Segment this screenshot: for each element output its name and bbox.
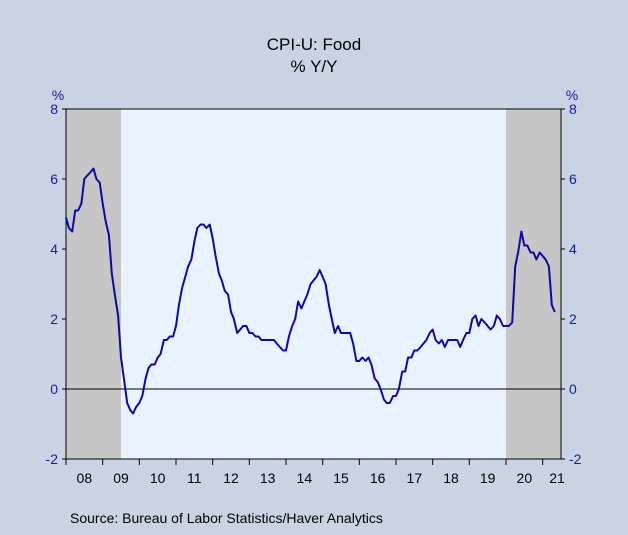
left-y-tick-label: 2 xyxy=(50,311,58,327)
left-y-tick-label: 4 xyxy=(50,241,58,257)
right-y-tick-label: 0 xyxy=(569,381,577,397)
right-y-tick-label: 6 xyxy=(569,171,577,187)
left-axis-unit: % xyxy=(52,87,64,103)
x-tick-label: 10 xyxy=(150,470,166,486)
x-tick-label: 11 xyxy=(187,470,202,486)
x-tick-label: 21 xyxy=(549,470,565,486)
right-y-tick-label: 2 xyxy=(569,311,577,327)
right-y-tick-label: 4 xyxy=(569,241,577,257)
plot-area: -2 -2 0 0 2 2 4 4 6 6 8 8 08 09 10 11 12 13 14 15 16 17 18 19 20… xyxy=(46,101,582,486)
x-tick-label: 16 xyxy=(370,470,386,486)
chart-title: CPI-U: Food xyxy=(267,35,361,54)
chart-subtitle: % Y/Y xyxy=(291,57,338,76)
plot-background xyxy=(66,109,561,459)
left-y-tick-label: 8 xyxy=(50,101,58,117)
source-note: Source: Bureau of Labor Statistics/Haver… xyxy=(70,510,383,526)
x-tick-label: 08 xyxy=(77,470,93,486)
recession-band-1 xyxy=(66,109,121,459)
x-tick-label: 12 xyxy=(223,470,239,486)
right-axis-unit: % xyxy=(566,87,578,103)
right-y-tick-label: -2 xyxy=(569,451,582,467)
x-tick-label: 13 xyxy=(260,470,276,486)
x-tick-label: 15 xyxy=(333,470,349,486)
x-tick-label: 14 xyxy=(297,470,313,486)
x-tick-label: 09 xyxy=(113,470,129,486)
x-tick-label: 19 xyxy=(480,470,496,486)
right-y-tick-label: 8 xyxy=(569,101,577,117)
left-y-tick-label: -2 xyxy=(46,451,59,467)
x-tick-label: 20 xyxy=(517,470,533,486)
x-tick-label: 18 xyxy=(443,470,459,486)
left-y-tick-label: 0 xyxy=(50,381,58,397)
series-line-1 xyxy=(65,167,556,415)
plot-frame xyxy=(65,108,562,460)
left-y-tick-label: 6 xyxy=(50,171,58,187)
x-tick-label: 17 xyxy=(407,470,423,486)
